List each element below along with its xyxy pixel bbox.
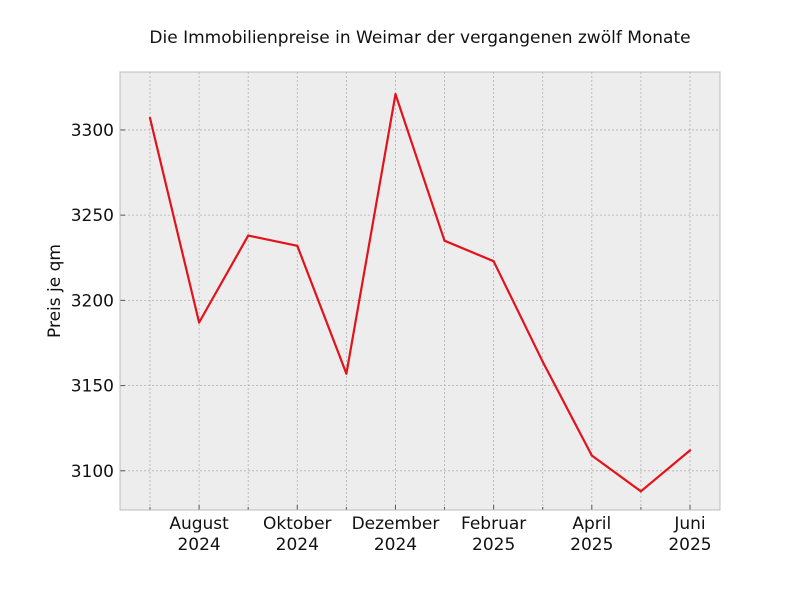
x-tick-label-month: Oktober bbox=[263, 514, 332, 534]
x-tick-label: April 2025 bbox=[570, 514, 613, 555]
y-tick-label: 3100 bbox=[71, 462, 114, 482]
data-point bbox=[492, 260, 495, 263]
data-point bbox=[541, 360, 544, 363]
y-tick-label: 3200 bbox=[71, 291, 114, 311]
y-axis-label: Preis je qm bbox=[45, 244, 65, 338]
y-tick-label: 3150 bbox=[71, 377, 114, 397]
x-tick-label-year: 2024 bbox=[177, 535, 220, 555]
x-tick-label: Februar 2025 bbox=[461, 514, 526, 555]
x-tick-label-month: Dezember bbox=[352, 514, 440, 534]
x-tick-label-year: 2025 bbox=[668, 535, 711, 555]
x-tick-label-year: 2024 bbox=[374, 535, 417, 555]
x-tick-label: Dezember 2024 bbox=[352, 514, 440, 555]
data-point bbox=[148, 116, 152, 120]
data-point bbox=[394, 93, 397, 96]
series-layer bbox=[148, 93, 692, 493]
chart-title: Die Immobilienpreise in Weimar der verga… bbox=[149, 28, 690, 48]
grid bbox=[120, 72, 720, 510]
x-tick-label: Oktober 2024 bbox=[263, 514, 332, 555]
x-tick-label: Juni 2025 bbox=[668, 514, 711, 555]
plot-frame bbox=[119, 71, 721, 511]
data-point bbox=[639, 490, 643, 493]
x-tick-label-year: 2025 bbox=[570, 535, 613, 555]
x-tick-label-year: 2024 bbox=[276, 535, 319, 555]
series-line bbox=[148, 93, 692, 493]
data-point bbox=[688, 449, 692, 452]
x-tick-label-month: Februar bbox=[461, 514, 526, 534]
x-tick-label-year: 2025 bbox=[472, 535, 515, 555]
data-point bbox=[590, 454, 593, 457]
x-tick-label-month: April bbox=[572, 514, 611, 534]
data-point bbox=[443, 239, 446, 242]
x-tick-label-month: August bbox=[169, 514, 229, 534]
plot-area bbox=[120, 72, 720, 510]
data-point bbox=[296, 244, 299, 247]
data-point bbox=[197, 321, 201, 324]
data-point bbox=[345, 372, 348, 375]
y-tick-label: 3300 bbox=[71, 121, 114, 141]
x-tick-label-month: Juni bbox=[673, 514, 705, 534]
y-tick-label: 3250 bbox=[71, 206, 114, 226]
data-point bbox=[247, 234, 250, 237]
x-tick-label: August 2024 bbox=[169, 514, 229, 555]
